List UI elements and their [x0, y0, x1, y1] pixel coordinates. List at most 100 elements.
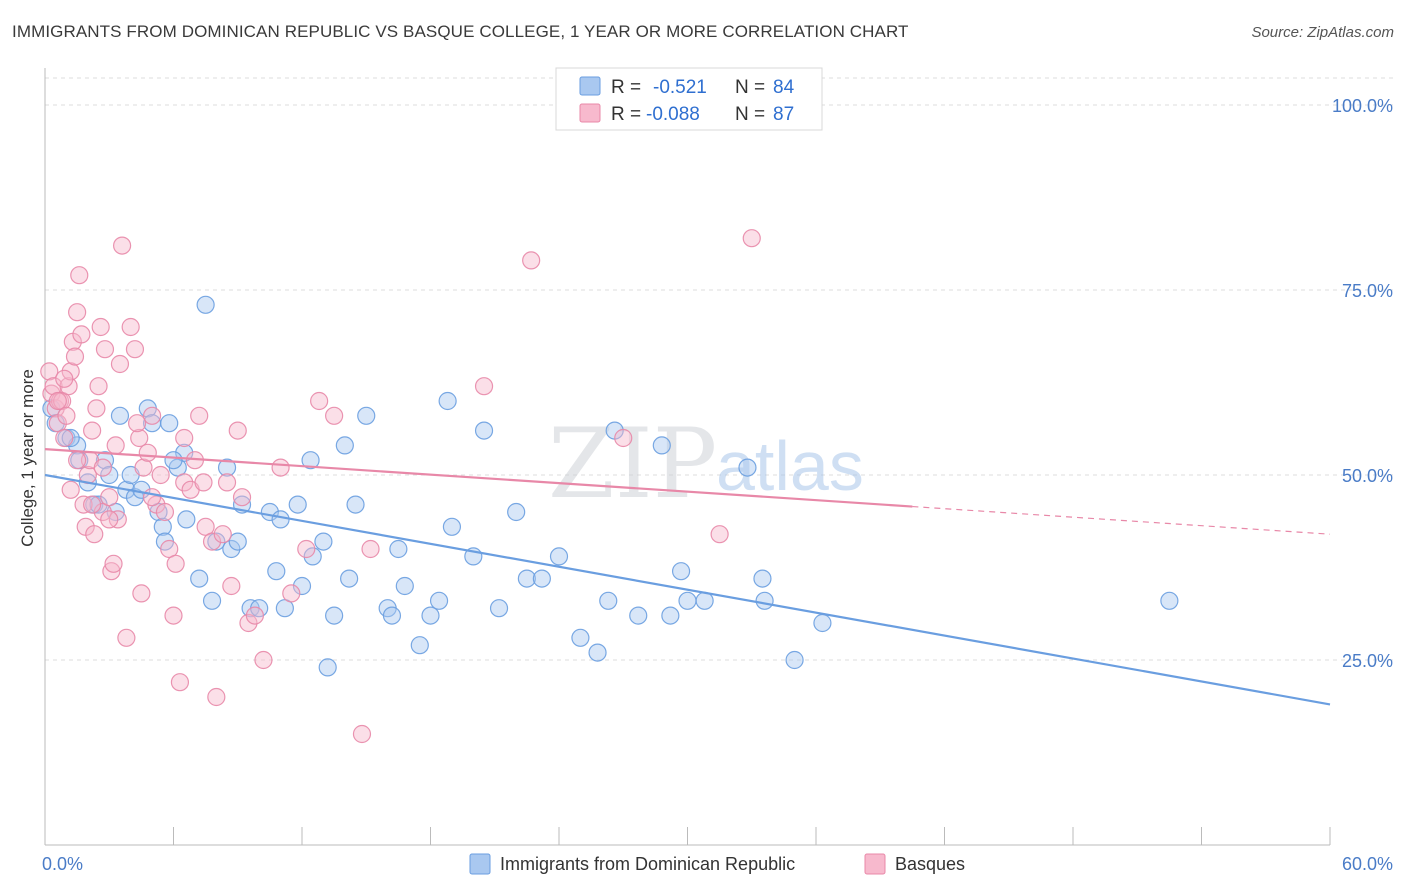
point-basques	[194, 473, 213, 492]
point-basques	[352, 724, 372, 744]
point-basques	[57, 406, 76, 425]
point-basques	[87, 399, 106, 418]
legend-n-label-basques: N =	[735, 104, 765, 125]
point-dominican	[678, 591, 697, 610]
point-basques	[48, 391, 67, 411]
watermark-zip: ZIP	[548, 408, 717, 520]
point-basques	[85, 525, 104, 544]
point-basques	[89, 377, 108, 396]
point-dominican	[222, 539, 241, 559]
point-basques	[106, 436, 125, 455]
legend-n-value-dominican: 84	[773, 77, 795, 98]
point-basques	[213, 525, 232, 544]
point-basques	[127, 414, 147, 433]
legend-r-value-dominican: -0.521	[653, 77, 707, 98]
point-dominican	[410, 636, 429, 655]
point-basques	[83, 421, 102, 440]
point-dominican	[160, 414, 179, 433]
point-basques	[72, 325, 91, 344]
point-dominican	[61, 428, 80, 448]
legend-n-value-basques: 87	[773, 104, 794, 125]
point-dominican	[671, 562, 691, 581]
point-dominican	[507, 502, 526, 522]
point-basques	[228, 421, 247, 440]
point-basques	[297, 539, 316, 559]
data-points	[40, 229, 1179, 744]
point-basques	[175, 428, 194, 448]
point-basques	[151, 465, 170, 485]
legend-swatch-basques	[579, 103, 601, 123]
point-basques	[95, 340, 115, 359]
point-dominican	[301, 451, 320, 470]
point-basques	[117, 628, 136, 647]
point-basques	[102, 562, 121, 581]
point-basques	[166, 554, 185, 573]
point-dominican	[164, 451, 183, 470]
point-basques	[68, 303, 87, 322]
point-basques	[742, 229, 761, 248]
point-dominican	[267, 562, 286, 581]
point-dominican	[588, 643, 607, 662]
point-dominican	[629, 606, 648, 625]
point-basques	[710, 525, 729, 544]
point-basques	[614, 428, 633, 448]
point-dominican	[813, 613, 832, 633]
point-basques	[130, 428, 149, 448]
y-tick-label: 25.0%	[1342, 651, 1393, 671]
point-dominican	[738, 458, 757, 477]
point-basques	[132, 584, 151, 603]
point-basques	[104, 554, 123, 573]
legend-r-label-basques: R =	[611, 104, 641, 125]
legend-n-label-dominican: N =	[735, 77, 765, 98]
point-dominican	[755, 591, 774, 610]
point-basques	[61, 362, 80, 381]
point-basques	[207, 687, 226, 707]
legend-top: R = -0.521 N = 84 R = -0.088 N = 87	[555, 67, 823, 131]
watermark: ZIP atlas	[548, 408, 864, 520]
point-basques	[222, 576, 241, 596]
legend-bottom-swatch-dominican	[469, 853, 491, 875]
point-basques	[155, 502, 175, 522]
point-basques	[170, 673, 190, 692]
legend-bottom-swatch-basques	[864, 853, 886, 875]
legend-bottom-label-dominican: Immigrants from Dominican Republic	[500, 854, 795, 874]
point-basques	[55, 369, 74, 388]
point-dominican	[100, 465, 119, 485]
point-dominican	[785, 650, 804, 670]
y-tick-label: 100.0%	[1332, 96, 1393, 116]
point-dominican	[217, 458, 237, 477]
point-basques	[134, 458, 153, 477]
point-basques	[202, 532, 222, 551]
point-basques	[522, 251, 541, 270]
x-tick-label: 60.0%	[1342, 854, 1393, 874]
point-dominican	[303, 547, 322, 566]
legend-r-label-dominican: R =	[611, 77, 641, 98]
legend-swatch-dominican	[579, 76, 601, 96]
y-axis-title: College, 1 year or more	[18, 369, 37, 547]
point-dominican	[196, 295, 215, 314]
point-dominican	[421, 606, 440, 625]
legend-bottom-label-basques: Basques	[895, 854, 965, 874]
point-basques	[65, 347, 85, 366]
point-basques	[125, 340, 145, 359]
point-dominican	[517, 569, 536, 588]
point-basques	[142, 406, 162, 425]
point-dominican	[228, 532, 247, 551]
point-dominican	[340, 569, 359, 588]
point-dominican	[532, 569, 551, 588]
point-basques	[110, 354, 130, 374]
point-dominican	[389, 539, 408, 559]
source-label: Source: ZipAtlas.com	[1251, 24, 1394, 41]
point-basques	[93, 458, 112, 477]
legend-bottom: Immigrants from Dominican Republic Basqu…	[469, 853, 965, 875]
point-basques	[70, 266, 89, 285]
point-dominican	[177, 510, 196, 529]
point-dominican	[314, 532, 333, 551]
point-dominican	[357, 406, 376, 425]
chart-title: IMMIGRANTS FROM DOMINICAN REPUBLIC VS BA…	[12, 22, 909, 41]
axes	[44, 68, 1331, 846]
point-dominican	[661, 606, 680, 625]
point-basques	[175, 473, 194, 492]
point-basques	[254, 650, 273, 670]
